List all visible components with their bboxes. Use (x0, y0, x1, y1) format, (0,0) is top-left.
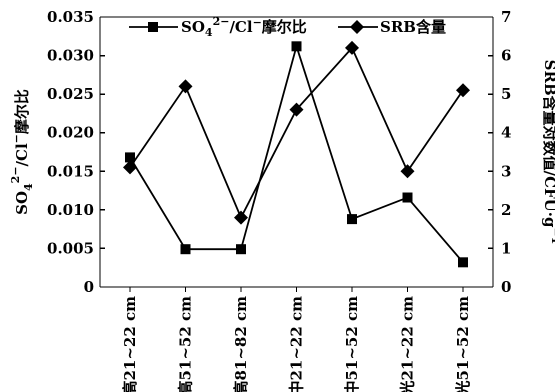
legend-item-so4-cl: SO42−/Cl−摩尔比 (129, 15, 307, 39)
x-axis-ticks: 高21~22 cm 高51~52 cm 高81~82 cm 中21~22 cm 中51~… (121, 287, 472, 392)
x-tick-label: 中51~52 cm (343, 296, 361, 392)
right-tick-label: 7 (501, 8, 511, 26)
data-point-srb (123, 160, 137, 175)
data-point-srb (456, 83, 470, 98)
legend-label-so4-cl: SO42−/Cl−摩尔比 (181, 15, 307, 39)
legend-item-srb: SRB含量 (338, 18, 446, 36)
left-axis-ticks: 0 0.005 0.010 0.015 0.020 0.025 0.030 0.035 (47, 8, 105, 296)
left-tick-label: 0.015 (47, 162, 94, 180)
right-tick-label: 1 (501, 239, 511, 257)
data-point-srb (289, 102, 304, 117)
data-point-srb (178, 79, 193, 94)
left-tick-label: 0.035 (47, 8, 94, 26)
legend-diamond-marker (350, 20, 364, 34)
legend-square-marker (148, 22, 158, 32)
data-point-srb (345, 40, 359, 55)
left-tick-label: 0.020 (47, 124, 94, 142)
series-line-srb (129, 46, 464, 220)
x-tick-label: 光51~52 cm (454, 296, 472, 392)
left-tick-label: 0.010 (47, 201, 94, 219)
data-point-so4-cl (125, 152, 135, 163)
data-point-srb (400, 164, 415, 179)
left-tick-label: 0.025 (47, 85, 94, 103)
legend-label-srb: SRB含量 (380, 18, 446, 36)
data-point-so4-cl (236, 244, 246, 255)
right-tick-label: 6 (501, 47, 511, 65)
series-layer (123, 40, 470, 268)
data-point-so4-cl (347, 214, 357, 225)
left-tick-label: 0 (84, 278, 94, 296)
data-point-so4-cl (402, 192, 413, 203)
x-tick-label: 高51~52 cm (177, 296, 195, 392)
right-tick-label: 5 (501, 85, 511, 103)
right-axis-title: SRB含量对数值/CFU·g−1 (541, 60, 555, 245)
x-tick-label: 高81~82 cm (232, 296, 250, 392)
data-point-so4-cl (180, 244, 191, 255)
right-tick-label: 3 (501, 162, 511, 180)
x-tick-label: 中21~22 cm (288, 296, 306, 392)
series-line-so4-cl (129, 43, 464, 263)
x-tick-label: 高21~22 cm (121, 296, 139, 392)
data-point-so4-cl (291, 41, 302, 52)
legend: SO42−/Cl−摩尔比 SRB含量 (129, 15, 446, 39)
left-axis-title: SO42−/Cl−摩尔比 (9, 89, 35, 215)
data-point-srb (234, 210, 248, 225)
right-tick-label: 0 (501, 278, 511, 296)
right-tick-label: 4 (501, 124, 511, 142)
right-axis-ticks: 0 1 2 3 4 5 6 7 (488, 8, 511, 296)
left-tick-label: 0.005 (47, 239, 94, 257)
right-tick-label: 2 (501, 201, 511, 219)
left-tick-label: 0.030 (47, 47, 94, 65)
plot-frame (99, 16, 494, 288)
x-tick-label: 光21~22 cm (399, 296, 417, 392)
data-point-so4-cl (458, 257, 468, 268)
